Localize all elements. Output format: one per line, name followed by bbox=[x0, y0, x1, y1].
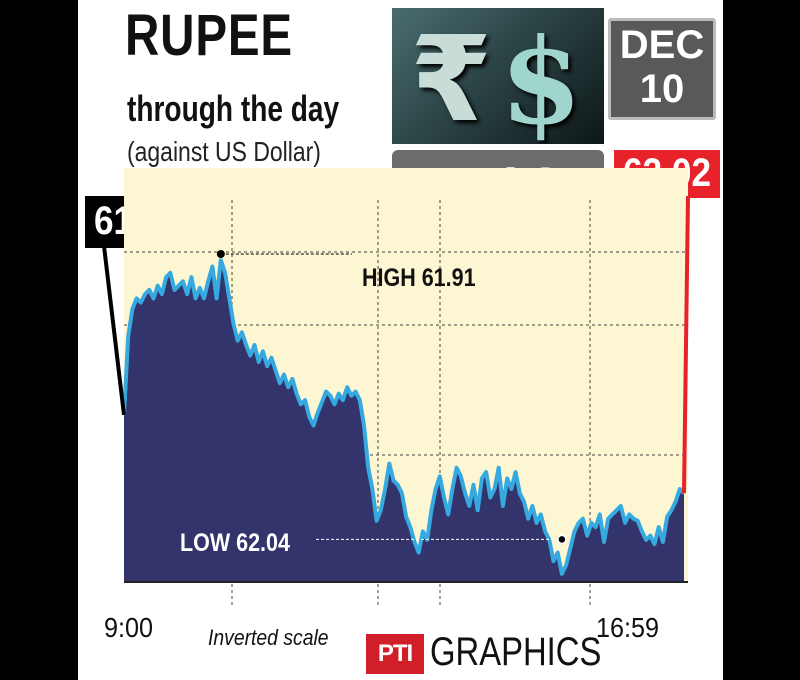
date-month: DEC bbox=[619, 23, 705, 67]
rupee-sign-icon: ₹ bbox=[410, 10, 493, 144]
low-marker bbox=[557, 534, 567, 545]
pti-logo: PTI bbox=[366, 634, 424, 674]
annotation-layer bbox=[102, 195, 690, 583]
exchange-rate-area bbox=[124, 260, 684, 582]
dollar-sign-icon: $ bbox=[500, 12, 583, 144]
chart-title: RUPEE bbox=[125, 3, 293, 68]
exchange-rate-line bbox=[122, 258, 686, 576]
pti-logo-text: PTI bbox=[377, 640, 413, 667]
open-connector bbox=[102, 245, 126, 416]
graphics-credit: GRAPHICS bbox=[430, 630, 602, 674]
low-annotation: LOW 62.04 bbox=[180, 529, 290, 557]
x-tick-start: 9:00 bbox=[104, 612, 154, 643]
chart-context: (against US Dollar) bbox=[127, 136, 321, 167]
date-badge: DEC 10 bbox=[608, 18, 716, 120]
currency-symbols-image: ₹ $ bbox=[392, 8, 604, 144]
chart-subtitle: through the day bbox=[127, 88, 340, 129]
date-day: 10 bbox=[639, 67, 685, 111]
high-annotation: HIGH 61.91 bbox=[362, 264, 476, 292]
close-connector bbox=[682, 195, 690, 494]
scale-note: Inverted scale bbox=[208, 625, 329, 650]
x-tick-end: 16:59 bbox=[596, 612, 660, 643]
